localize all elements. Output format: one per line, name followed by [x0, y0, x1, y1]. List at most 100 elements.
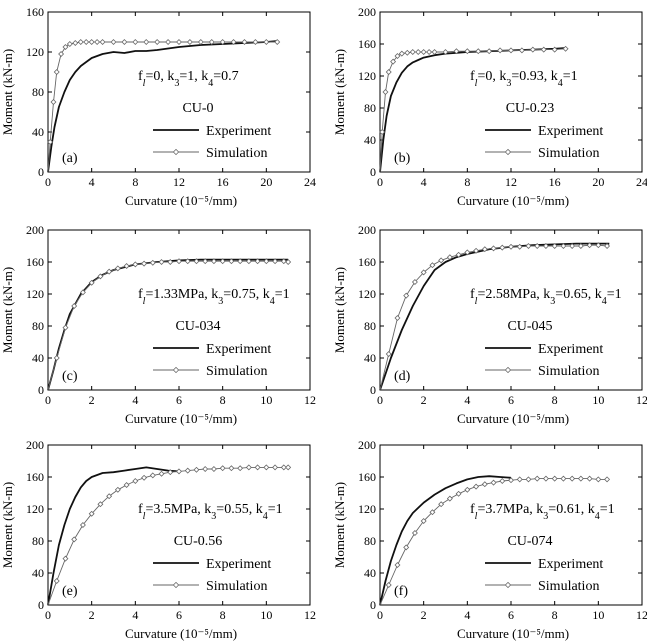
- param-subscript: 4: [602, 296, 607, 307]
- simulation-marker: [475, 48, 482, 55]
- specimen-label: CU-074: [507, 534, 552, 549]
- param-text: f: [138, 502, 143, 517]
- simulation-marker: [202, 258, 209, 265]
- param-text: =1, k: [179, 69, 208, 84]
- experiment-line: [47, 466, 180, 606]
- x-tick-label: 2: [421, 608, 427, 622]
- simulation-marker: [560, 243, 567, 249]
- param-text: =3.5MPa, k: [145, 502, 211, 517]
- simulation-marker: [241, 39, 248, 45]
- x-tick-label: 0: [45, 175, 51, 189]
- x-axis-label: Curvature (10⁻⁵/mm): [457, 193, 569, 208]
- simulation-marker: [228, 258, 235, 265]
- simulation-marker: [202, 466, 209, 472]
- y-axis-label: Moment (kN-m): [332, 49, 347, 135]
- simulation-marker: [390, 58, 397, 65]
- param-subscript: 3: [218, 296, 223, 307]
- x-tick-label: 24: [636, 175, 647, 189]
- simulation-marker: [525, 243, 532, 249]
- simulation-marker: [481, 481, 488, 488]
- simulation-marker: [245, 258, 252, 265]
- experiment-line: [379, 242, 610, 391]
- y-tick-label: 160: [26, 470, 44, 484]
- simulation-marker: [446, 254, 453, 261]
- simulation-marker: [158, 259, 165, 265]
- simulation-marker: [66, 41, 73, 47]
- simulation-marker: [455, 251, 462, 258]
- x-tick-label: 10: [260, 393, 272, 407]
- simulation-marker: [481, 246, 488, 253]
- simulation-marker: [71, 303, 78, 309]
- simulation-marker: [123, 263, 130, 269]
- panel-label: (e): [62, 584, 78, 599]
- plot-frame: [379, 229, 643, 391]
- simulation-marker: [525, 476, 532, 483]
- param-text: =0, k: [145, 69, 174, 84]
- simulation-marker: [106, 493, 113, 500]
- simulation-marker: [114, 265, 121, 272]
- legend-simulation-marker: [172, 148, 180, 156]
- simulation-marker: [110, 39, 117, 45]
- simulation-marker: [62, 555, 69, 562]
- param-subscript: 4: [558, 78, 563, 89]
- simulation-marker: [394, 315, 401, 321]
- simulation-marker: [132, 39, 139, 45]
- simulation-marker: [208, 39, 215, 45]
- x-tick-label: 4: [421, 175, 427, 189]
- param-text: =1: [600, 502, 615, 517]
- simulation-marker: [540, 46, 547, 53]
- param-text: =0.65, k: [555, 287, 601, 302]
- plot-frame: [379, 444, 643, 606]
- y-tick-label: 200: [358, 223, 376, 237]
- simulation-marker: [88, 279, 95, 286]
- param-text: =2.58MPa, k: [477, 287, 550, 302]
- legend-simulation-marker: [172, 581, 180, 589]
- x-tick-label: 24: [304, 175, 316, 189]
- simulation-marker: [595, 242, 602, 249]
- x-tick-label: 8: [220, 393, 226, 407]
- x-tick-label: 8: [132, 175, 138, 189]
- simulation-marker: [420, 269, 427, 276]
- simulation-marker: [272, 464, 279, 471]
- parameters-annotation: fl=1.33MPa, k3=0.75, k4=1: [138, 287, 290, 307]
- panel-label: (d): [394, 369, 411, 384]
- x-axis-label: Curvature (10⁻⁵/mm): [125, 411, 237, 426]
- simulation-marker: [569, 243, 576, 249]
- simulation-marker: [404, 49, 411, 56]
- simulation-marker: [473, 483, 480, 490]
- param-subscript: l: [143, 78, 146, 89]
- simulation-marker: [486, 48, 493, 55]
- x-tick-label: 12: [304, 393, 316, 407]
- y-tick-label: 160: [358, 470, 376, 484]
- simulation-marker: [518, 47, 525, 54]
- simulation-marker: [97, 501, 104, 508]
- y-tick-label: 80: [32, 534, 44, 548]
- simulation-marker: [453, 48, 460, 55]
- simulation-marker: [154, 39, 161, 45]
- legend-experiment-label: Experiment: [538, 342, 603, 357]
- param-text: =1: [268, 502, 283, 517]
- panel-label: (b): [394, 151, 411, 166]
- simulation-marker: [534, 243, 541, 249]
- y-tick-label: 0: [370, 598, 376, 612]
- param-text: =1: [563, 69, 578, 84]
- simulation-marker: [464, 486, 471, 493]
- x-tick-label: 8: [552, 608, 558, 622]
- y-tick-label: 40: [32, 566, 44, 580]
- simulation-marker: [165, 39, 172, 45]
- simulation-marker: [197, 39, 204, 45]
- simulation-marker: [219, 258, 226, 265]
- experiment-line: [379, 475, 512, 606]
- simulation-marker: [254, 258, 261, 265]
- simulation-marker: [516, 476, 523, 483]
- simulation-marker: [97, 273, 104, 280]
- simulation-marker: [464, 249, 471, 256]
- simulation-marker: [184, 467, 191, 474]
- simulation-marker: [438, 501, 445, 508]
- chart-panel-1: 0 4 8 12 16 20 24 0 40 80 120 160 Curvature (10⁻⁵/mm…: [0, 5, 316, 208]
- y-axis-label: Moment (kN-m): [332, 267, 347, 353]
- param-subscript: 3: [174, 78, 179, 89]
- simulation-marker: [263, 258, 270, 265]
